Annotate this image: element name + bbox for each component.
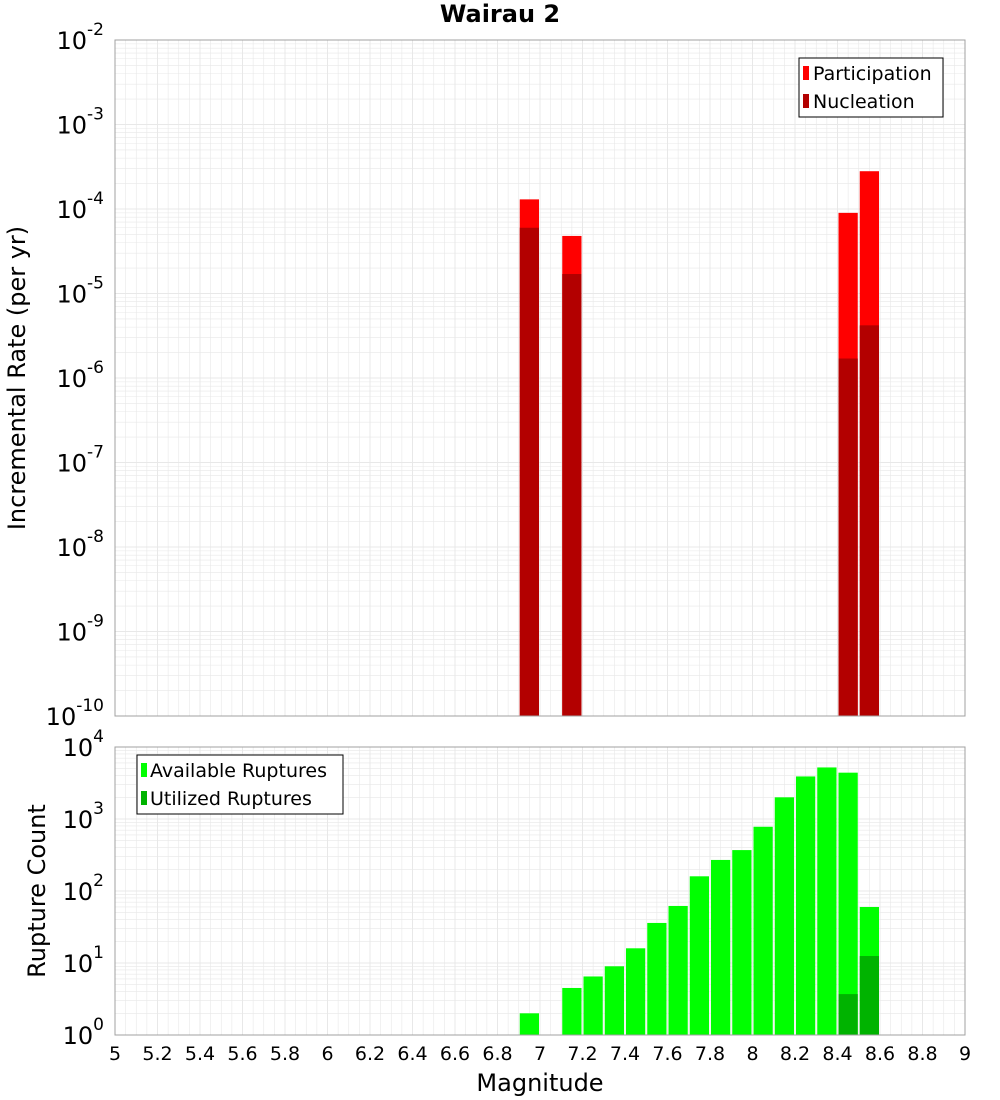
top-y-tick-label: 10-7 [57, 443, 105, 478]
top-y-tick-label: 10-8 [57, 527, 105, 562]
bottom-bar-available-ruptures [711, 859, 731, 1035]
bottom-bar-available-ruptures [753, 826, 773, 1035]
top-y-tick-label: 10-4 [57, 189, 105, 224]
bottom-y-tick-label: 100 [63, 1015, 104, 1050]
bottom-bars [519, 767, 879, 1035]
top-bar-nucleation [838, 358, 858, 716]
top-legend-box [798, 57, 944, 118]
bottom-legend: Available Ruptures Utilized Ruptures [136, 754, 344, 815]
top-y-tick-label: 10-2 [57, 20, 105, 55]
top-y-tick-label: 10-9 [57, 612, 105, 647]
legend-participation-label: Participation [813, 63, 932, 85]
top-y-tick-labels: 10-10 10-9 10-8 10-7 10-6 10-5 10-4 10-3 10-2 [46, 20, 104, 731]
bottom-panel: 100 101 102 103 104 5 5.2 5.4 5.6 5.8 6 6.2 6.4 6.6 6… [23, 727, 971, 1097]
top-grid [114, 40, 966, 717]
bottom-bar-available-ruptures [583, 976, 603, 1035]
bottom-bar-available-ruptures [626, 948, 646, 1035]
x-tick-label: 6 [321, 1043, 333, 1065]
x-tick-label: 7.8 [695, 1043, 725, 1065]
x-tick-label: 6.6 [440, 1043, 470, 1065]
legend-participation-swatch [803, 66, 809, 80]
top-y-tick-label: 10-3 [57, 105, 105, 140]
bottom-legend-box [136, 754, 344, 815]
legend-utilized-label: Utilized Ruptures [150, 788, 312, 810]
x-tick-label: 8 [746, 1043, 758, 1065]
legend-available-label: Available Ruptures [150, 760, 327, 782]
top-plot-frame [114, 39, 966, 717]
bottom-bar-available-ruptures [647, 922, 667, 1035]
bottom-y-tick-label: 101 [63, 943, 104, 978]
bottom-bar-available-ruptures [519, 1013, 539, 1035]
top-y-tick-label: 10-5 [57, 274, 105, 309]
top-y-tick-label: 10-6 [57, 358, 105, 393]
legend-available-swatch [141, 763, 147, 777]
bottom-y-tick-label: 104 [63, 727, 104, 762]
top-y-axis-title: Incremental Rate (per yr) [3, 226, 31, 530]
legend-utilized-swatch [141, 791, 147, 805]
top-bar-nucleation [562, 274, 582, 716]
bottom-y-tick-label: 103 [63, 799, 104, 834]
x-tick-label: 7.4 [610, 1043, 640, 1065]
legend-nucleation-swatch [803, 94, 809, 108]
bottom-bar-available-ruptures [838, 772, 858, 1035]
x-tick-label: 8.4 [822, 1043, 852, 1065]
x-tick-label: 6.8 [482, 1043, 512, 1065]
x-tick-label: 8.2 [780, 1043, 810, 1065]
bottom-y-axis-title: Rupture Count [23, 804, 51, 978]
bottom-bar-available-ruptures [668, 905, 688, 1035]
bottom-bar-available-ruptures [817, 767, 837, 1035]
x-tick-label: 5.6 [227, 1043, 257, 1065]
chart-title: Wairau 2 [440, 0, 560, 28]
x-tick-labels: 5 5.2 5.4 5.6 5.8 6 6.2 6.4 6.6 6.8 7 7.2 7.4 7.6 7.8 8… [109, 1043, 971, 1065]
bottom-y-tick-labels: 100 101 102 103 104 [63, 727, 104, 1050]
x-tick-label: 5 [109, 1043, 121, 1065]
x-tick-label: 7.2 [567, 1043, 597, 1065]
bottom-bar-available-ruptures [774, 797, 794, 1035]
x-tick-label: 6.2 [355, 1043, 385, 1065]
x-axis-title: Magnitude [476, 1069, 603, 1097]
top-panel: 10-10 10-9 10-8 10-7 10-6 10-5 10-4 10-3 10-2 In… [3, 20, 966, 731]
x-tick-label: 8.8 [907, 1043, 937, 1065]
legend-nucleation-label: Nucleation [813, 91, 915, 113]
bottom-bar-available-ruptures [796, 776, 816, 1035]
x-tick-label: 5.4 [185, 1043, 215, 1065]
bottom-bar-available-ruptures [604, 966, 624, 1035]
x-tick-label: 6.4 [397, 1043, 427, 1065]
bottom-bar-available-ruptures [732, 850, 752, 1035]
top-legend: Participation Nucleation [798, 57, 944, 118]
bottom-y-tick-label: 102 [63, 871, 104, 906]
bottom-bar-available-ruptures [562, 987, 582, 1035]
top-bars [519, 171, 879, 717]
x-tick-label: 9 [959, 1043, 971, 1065]
bottom-plot-frame [114, 746, 966, 1036]
top-bar-nucleation [519, 227, 539, 716]
bottom-bar-available-ruptures [689, 876, 709, 1035]
x-tick-label: 5.2 [142, 1043, 172, 1065]
x-tick-label: 7.6 [652, 1043, 682, 1065]
x-tick-label: 7 [534, 1043, 546, 1065]
bottom-bar-utilized-ruptures [838, 994, 858, 1035]
top-y-tick-label: 10-10 [46, 696, 104, 731]
x-tick-label: 8.6 [865, 1043, 895, 1065]
x-tick-label: 5.8 [270, 1043, 300, 1065]
top-bar-nucleation [859, 325, 879, 716]
bottom-bar-utilized-ruptures [859, 956, 879, 1035]
